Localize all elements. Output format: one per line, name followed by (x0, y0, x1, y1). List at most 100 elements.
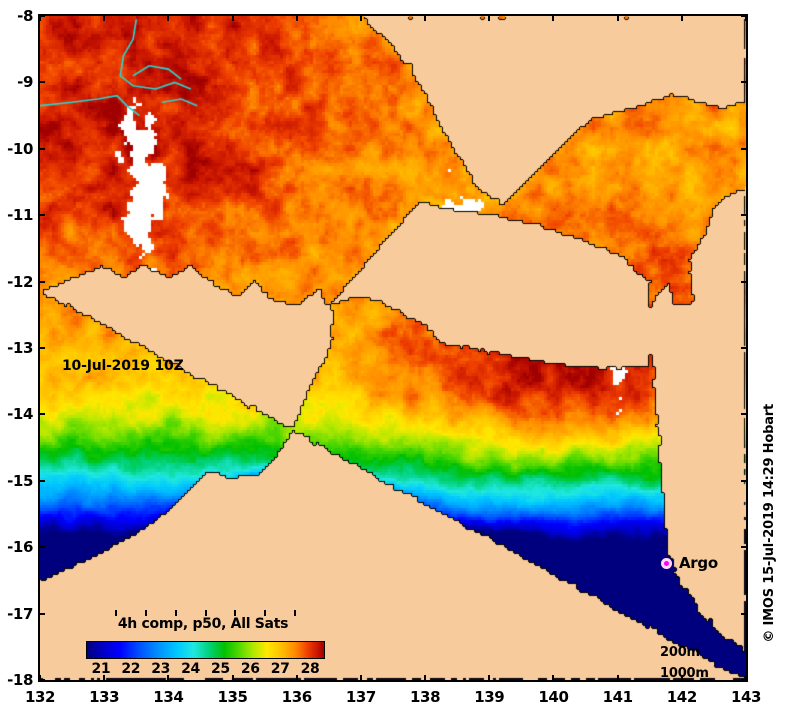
x-axis-tick (167, 16, 170, 21)
argo-marker-icon[interactable] (661, 557, 672, 569)
y-axis-tick-label-2: -10 (7, 139, 33, 158)
x-axis-tick (295, 675, 298, 680)
x-axis-tick (167, 675, 170, 680)
y-axis-tick-label-4: -12 (7, 272, 33, 291)
x-axis-tick (616, 16, 619, 21)
x-axis-tick-label-8: 140 (538, 688, 569, 706)
colorbar-tick-label-1: 22 (121, 661, 141, 677)
x-axis-tick (488, 675, 491, 680)
depth-legend-rule-200m (662, 663, 714, 665)
y-axis-tick-label-7: -15 (7, 471, 33, 490)
colorbar-tick-labels: 21 22 23 24 25 26 27 28 (86, 661, 325, 679)
y-axis-tick-label-6: -14 (7, 405, 33, 424)
x-axis-tick (40, 675, 41, 680)
colorbar-tick (234, 610, 237, 616)
colorbar-swatch (86, 641, 325, 659)
y-axis-tick-label-9: -17 (7, 604, 33, 623)
colorbar-tick (294, 610, 297, 616)
y-axis-tick (40, 280, 45, 283)
colorbar-tick-label-2: 23 (151, 661, 171, 677)
x-axis-tick (295, 16, 298, 21)
colorbar-tick-label-7: 28 (300, 661, 320, 677)
colorbar-gradient (87, 642, 324, 658)
y-axis-tick-label-0: -8 (17, 7, 33, 25)
x-axis-tick (359, 675, 362, 680)
y-axis-tick (40, 81, 45, 84)
x-axis-tick (616, 675, 619, 680)
x-axis-tick-label-0: 132 (24, 688, 56, 706)
y-axis-tick (40, 413, 45, 416)
depth-legend-label-1000m: 1000m (660, 666, 709, 681)
x-axis-tick (680, 675, 683, 680)
y-axis-tick (40, 546, 45, 549)
depth-legend-item-1000m: 1000m (660, 665, 718, 681)
x-axis-tick (231, 675, 234, 680)
map-plot-area[interactable]: 10-Jul-2019 10Z Argo 200m 1000m 4h comp,… (38, 14, 748, 682)
colorbar-tick-label-6: 27 (270, 661, 290, 677)
depth-contour-legend: 200m 1000m (660, 644, 718, 681)
y-axis-tick (40, 16, 45, 17)
x-axis-tick (231, 16, 234, 21)
y-axis-tick (741, 413, 746, 416)
x-axis-tick (40, 16, 41, 21)
y-axis-tick-label-1: -9 (17, 73, 33, 92)
y-axis-tick (741, 612, 746, 615)
y-axis-tick (741, 81, 746, 84)
x-axis-tick (424, 16, 427, 21)
colorbar-tick-label-4: 25 (210, 661, 230, 677)
y-axis-tick-label-10: -18 (7, 671, 33, 689)
colorbar: 4h comp, p50, All Sats 21 22 23 24 25 26 27 28 (60, 610, 350, 679)
sst-raster-canvas (40, 16, 746, 680)
colorbar-tick (204, 610, 207, 616)
y-axis-tick-label-5: -13 (7, 339, 33, 357)
depth-legend-item-200m: 200m (660, 644, 718, 665)
x-axis-tick-label-5: 137 (345, 688, 377, 706)
y-axis-tick (741, 16, 746, 17)
x-axis-tick-label-11: 143 (730, 688, 762, 706)
y-axis-tick-label-8: -16 (7, 538, 33, 557)
colorbar-tick-label-5: 26 (240, 661, 260, 677)
colorbar-tick (114, 610, 117, 616)
x-axis-tick (103, 16, 106, 21)
x-axis-tick (488, 16, 491, 21)
argo-label: Argo (679, 554, 718, 572)
colorbar-tick (144, 610, 147, 616)
y-axis-tick (741, 679, 746, 680)
y-axis-tick (40, 347, 45, 349)
y-axis-tick (741, 347, 746, 349)
y-axis-tick (40, 479, 45, 482)
y-axis-tick (40, 147, 45, 150)
x-axis-tick (424, 675, 427, 680)
x-axis-tick (745, 16, 746, 21)
x-axis-tick-label-7: 139 (474, 688, 505, 706)
x-axis-tick-label-9: 141 (602, 688, 634, 706)
colorbar-title: 4h comp, p50, All Sats (117, 616, 289, 632)
colorbar-tick-label-3: 24 (181, 661, 201, 677)
y-axis-tick (741, 479, 746, 482)
y-axis-tick (40, 214, 45, 217)
y-axis-tick (40, 612, 45, 615)
colorbar-tick (264, 610, 267, 616)
y-axis-tick (741, 214, 746, 217)
x-axis-tick-label-6: 138 (410, 688, 441, 706)
x-axis-tick-label-10: 142 (666, 688, 698, 706)
depth-legend-label-200m: 200m (660, 645, 700, 660)
y-axis-tick (741, 546, 746, 549)
y-axis-tick-label-3: -11 (7, 206, 33, 225)
colorbar-tick (174, 610, 177, 616)
y-axis-tick (741, 147, 746, 150)
x-axis-tick (745, 675, 746, 680)
date-stamp: 10-Jul-2019 10Z (62, 358, 184, 374)
x-axis-tick (680, 16, 683, 21)
x-axis-tick-label-1: 133 (89, 688, 120, 706)
y-axis-tick (40, 679, 45, 680)
x-axis-tick-label-2: 134 (153, 688, 184, 706)
y-axis-tick (741, 280, 746, 283)
argo-marker-group[interactable]: Argo (661, 554, 718, 572)
x-axis-tick (552, 675, 555, 680)
x-axis-tick (103, 675, 106, 680)
credit-text: © IMOS 15-Jul-2019 14:29 Hobart (762, 404, 777, 643)
x-axis-tick (552, 16, 555, 21)
x-axis-tick-label-4: 136 (281, 688, 313, 706)
